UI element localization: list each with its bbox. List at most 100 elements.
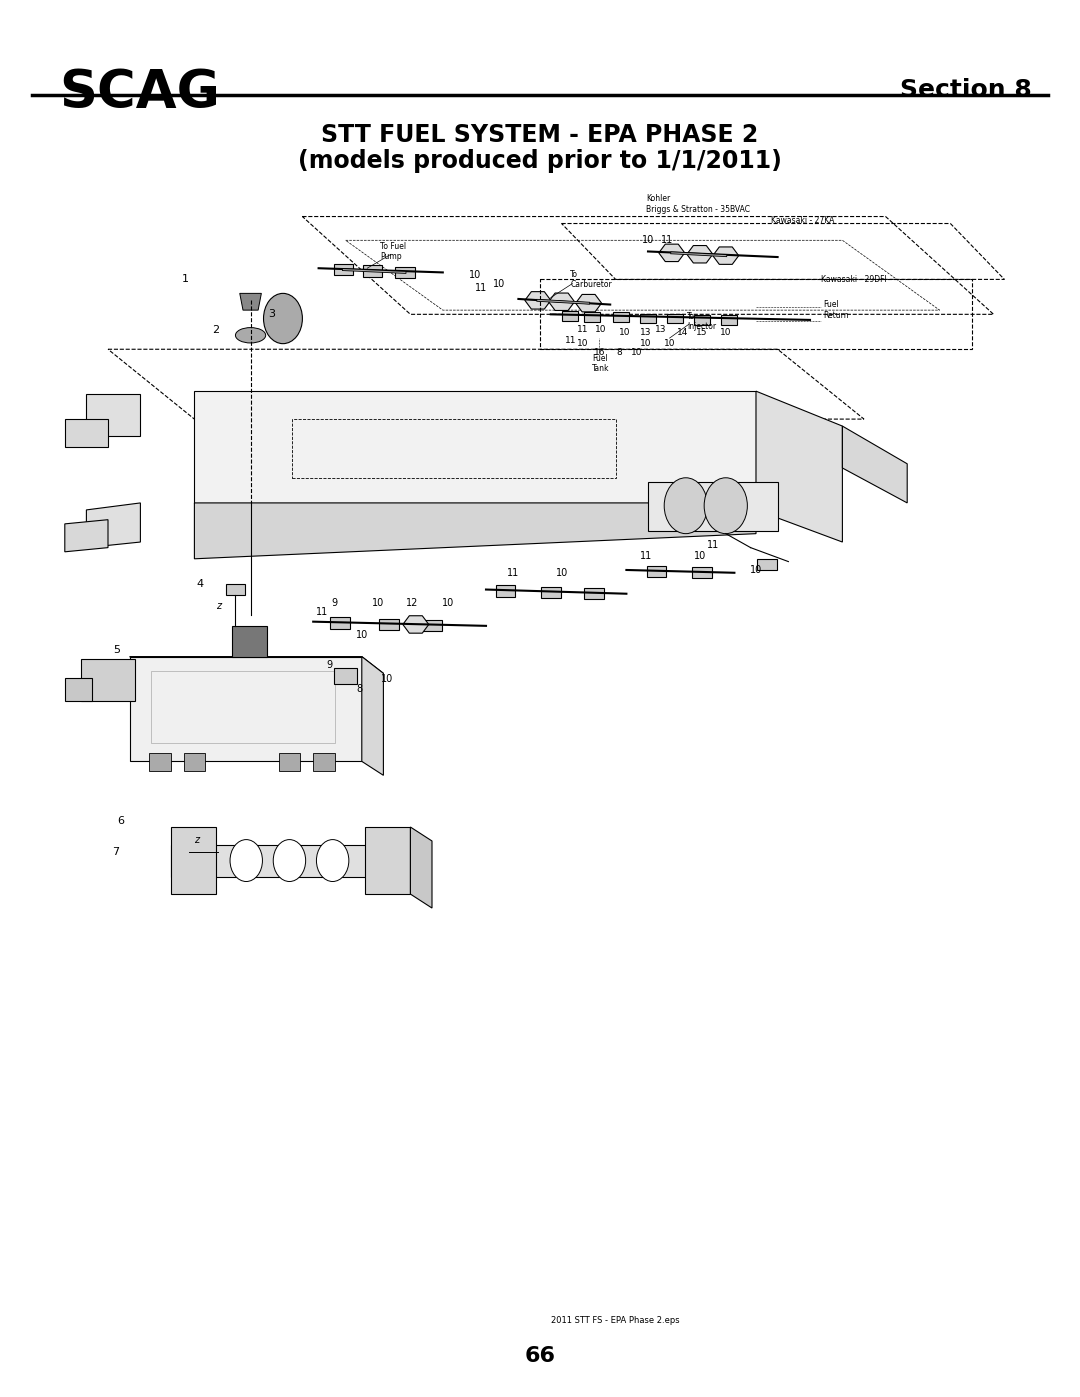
Text: 13: 13 (640, 328, 651, 337)
Text: 10: 10 (642, 235, 654, 246)
Polygon shape (362, 657, 383, 775)
Text: 11: 11 (706, 539, 719, 549)
Text: 10: 10 (372, 598, 384, 608)
Text: z: z (216, 601, 220, 612)
Text: 10: 10 (578, 339, 589, 348)
Text: 10: 10 (720, 328, 731, 337)
Text: 11: 11 (315, 606, 328, 616)
Bar (496, 585, 515, 597)
Text: 10: 10 (469, 270, 482, 281)
Bar (721, 316, 738, 326)
Text: 10: 10 (442, 598, 455, 608)
Polygon shape (410, 827, 432, 908)
Bar (184, 753, 205, 771)
Polygon shape (171, 827, 216, 894)
Text: 10: 10 (632, 348, 643, 356)
Text: 10: 10 (555, 567, 568, 577)
Bar (226, 584, 245, 595)
Text: 11: 11 (565, 337, 576, 345)
Text: 13: 13 (656, 326, 666, 334)
Text: SCAG: SCAG (59, 67, 220, 119)
Text: 10: 10 (380, 673, 393, 683)
Bar (541, 587, 561, 598)
Circle shape (273, 840, 306, 882)
Polygon shape (240, 293, 261, 310)
Polygon shape (86, 503, 140, 548)
Text: 7: 7 (112, 847, 119, 858)
Circle shape (316, 840, 349, 882)
Polygon shape (171, 845, 410, 877)
Text: 11: 11 (507, 567, 519, 577)
Text: 10: 10 (595, 326, 606, 334)
Bar (232, 626, 267, 657)
Text: 6: 6 (118, 816, 124, 827)
Bar (334, 264, 353, 275)
Text: 4: 4 (197, 578, 203, 590)
Text: 8: 8 (356, 683, 363, 693)
Polygon shape (648, 482, 778, 531)
Text: 10: 10 (640, 339, 651, 348)
Text: To
Injector: To Injector (687, 312, 716, 331)
Ellipse shape (235, 327, 266, 344)
Bar (379, 619, 399, 630)
Bar (639, 313, 657, 323)
Circle shape (230, 840, 262, 882)
Bar (613, 312, 629, 321)
Polygon shape (130, 657, 362, 761)
Bar (584, 588, 604, 599)
Text: z: z (194, 834, 199, 845)
Text: 15: 15 (697, 328, 707, 337)
Text: 16: 16 (594, 348, 605, 356)
Bar (584, 312, 600, 321)
Polygon shape (403, 616, 429, 633)
Text: 3: 3 (269, 309, 275, 320)
Text: 12: 12 (406, 598, 419, 608)
Polygon shape (194, 503, 756, 559)
Polygon shape (65, 678, 92, 701)
Text: To
Carburetor: To Carburetor (570, 270, 612, 289)
Bar (563, 312, 579, 321)
Text: 1: 1 (183, 274, 189, 285)
Bar (334, 668, 357, 683)
Bar (330, 617, 350, 629)
Bar (363, 265, 382, 277)
Circle shape (264, 293, 302, 344)
Polygon shape (130, 657, 383, 673)
Bar (757, 559, 777, 570)
Polygon shape (549, 293, 575, 310)
Polygon shape (86, 394, 140, 436)
Text: 10: 10 (693, 550, 706, 560)
Polygon shape (842, 426, 907, 503)
Text: 66: 66 (525, 1347, 555, 1366)
Bar (292, 419, 616, 478)
Text: 9: 9 (326, 659, 333, 669)
Text: 10: 10 (750, 564, 762, 574)
Text: 2011 STT FS - EPA Phase 2.eps: 2011 STT FS - EPA Phase 2.eps (551, 1316, 680, 1324)
Bar (395, 267, 415, 278)
Text: 10: 10 (619, 328, 630, 337)
Text: 11: 11 (578, 326, 589, 334)
Polygon shape (65, 419, 108, 447)
Text: 11: 11 (661, 235, 674, 246)
Polygon shape (756, 391, 842, 542)
Circle shape (664, 478, 707, 534)
Bar (647, 566, 666, 577)
Bar (149, 753, 171, 771)
Polygon shape (713, 247, 739, 264)
Text: 11: 11 (474, 282, 487, 293)
Polygon shape (659, 244, 685, 261)
Text: 9: 9 (332, 598, 338, 608)
Polygon shape (687, 246, 713, 263)
Text: Fuel
Tank: Fuel Tank (592, 353, 609, 373)
Bar (313, 753, 335, 771)
Polygon shape (81, 659, 135, 701)
Polygon shape (576, 295, 602, 312)
Polygon shape (365, 827, 410, 894)
Text: Kohler
Briggs & Stratton - 35BVAC: Kohler Briggs & Stratton - 35BVAC (646, 194, 750, 214)
Text: 5: 5 (113, 644, 120, 655)
Text: 14: 14 (677, 328, 688, 337)
Text: 10: 10 (492, 278, 505, 289)
Circle shape (704, 478, 747, 534)
Text: 2: 2 (213, 324, 219, 335)
Bar (667, 313, 684, 323)
